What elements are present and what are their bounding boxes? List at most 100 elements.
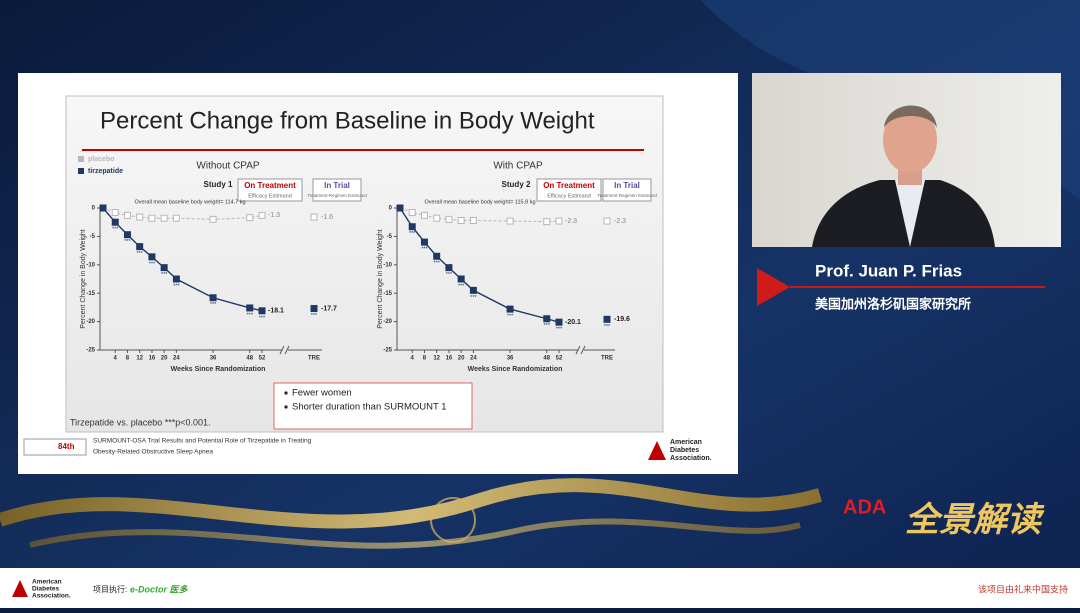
charts: placebo tirzepatide Without CPAP Study 1 On … [78,156,657,373]
placebo-point [469,216,477,224]
baseline-note: Overall mean baseline body weight= 114.7… [134,199,245,205]
baseline-note: Overall mean baseline body weight= 115.8… [424,199,535,205]
bullet: Shorter duration than SURMOUNT 1 [292,402,447,413]
producer: e-Doctor 医多 [130,584,189,594]
tirzepatide-point [457,275,465,283]
x-axis-label: Weeks Since Randomization [171,366,266,373]
logo-text: Association. [670,455,712,462]
x-tick-label: 24 [470,356,477,362]
placebo-point [172,214,180,222]
legend-swatch [78,168,84,174]
x-tick-label: 16 [446,356,453,362]
placebo-point [603,217,611,225]
placebo-point [433,214,441,222]
placebo-point [136,213,144,221]
placebo-point [506,217,514,225]
sponsor: 该项目由礼来中国支持 [978,583,1068,594]
significance-label: *** [136,251,143,257]
data-label: -18.1 [268,308,284,315]
footer-logo-text: American [32,579,62,586]
y-tick-label: -5 [90,234,96,240]
ferris-wheel [430,497,476,543]
tirzepatide-point [420,238,428,246]
x-tick-label: 48 [543,356,550,362]
estimand-box [237,178,303,202]
tirzepatide-point [160,264,168,272]
significance-label: *** [544,323,551,329]
badge-text: 84th [58,442,75,451]
bullet-box [273,382,473,430]
y-axis-label: Percent Change in Body Weight [377,229,384,329]
meeting-badge [23,438,87,456]
placebo-point [246,214,254,222]
footnote: Tirzepatide vs. placebo ***p<0.001. [70,417,211,427]
ada-logo-mark [648,441,666,460]
data-label: -2.3 [614,218,626,225]
data-label: -1.6 [321,214,333,221]
citation: SURMOUNT-OSA Trial Results and Potential… [93,438,312,445]
significance-label: *** [259,315,266,321]
significance-label: *** [433,261,440,267]
significance-label: *** [149,261,156,267]
significance-label: *** [470,295,477,301]
x-tick-label: 52 [556,356,563,362]
estimand-title: On Treatment [543,181,595,190]
data-label: -2.3 [565,218,577,225]
data-label: -17.7 [321,305,337,312]
tirzepatide-point [99,204,107,212]
axis-break [279,345,290,355]
footer-logo-text: Association. [32,593,71,600]
x-tick-label: 4 [411,356,415,362]
y-tick-label: -15 [86,291,95,297]
placebo-point [148,214,156,222]
x-tick-label: 36 [210,356,217,362]
significance-label: *** [556,327,563,333]
footer-logo-mark [12,580,28,597]
tirzepatide-point [209,294,217,302]
x-tick-label: 48 [246,356,253,362]
placebo-point [160,214,168,222]
footer [0,568,1080,608]
gold-swirl [29,518,801,549]
significance-label: *** [507,314,514,320]
footer-logo-text: Diabetes [32,586,59,593]
placebo-point [111,209,119,217]
branding-slogan: 全景解读 [905,501,1045,539]
slide-panel [65,95,664,433]
x-tick-label: 52 [259,356,266,362]
legend-label: placebo [88,156,114,163]
significance-label: *** [409,231,416,237]
placebo-point [445,215,453,223]
tirzepatide-point [396,204,404,212]
tirzepatide-point [408,223,416,231]
tirzepatide-line [102,207,263,312]
significance-label: *** [247,312,254,318]
placebo-point [258,211,266,219]
tirzepatide-point [123,231,131,239]
tirzepatide-point [506,305,514,313]
significance-label: *** [311,313,318,319]
placebo-point [543,218,551,226]
y-tick-label: -20 [86,319,95,325]
producer-label: 项目执行: [93,584,127,594]
estimand-subtitle: Efficacy Estimand [547,193,591,199]
axis-break [575,345,586,355]
y-tick-label: -25 [86,348,95,354]
estimand-box [536,178,602,202]
banner-arrow [757,268,790,306]
placebo-point [209,215,217,223]
x-tick-label: 16 [149,356,156,362]
legend-label: tirzepatide [88,168,123,175]
placebo-point [457,216,465,224]
citation: Obesity-Related Obstructive Sleep Apnea [93,449,213,456]
y-tick-label: 0 [389,206,393,212]
tirzepatide-point [543,315,551,323]
slide-title: Percent Change from Baseline in Body Wei… [100,107,595,134]
chart-heading: With CPAP [493,161,543,172]
y-axis-label: Percent Change in Body Weight [80,229,87,329]
tirzepatide-point [310,305,318,313]
speaker-affiliation: 美国加州洛杉矶国家研究所 [815,296,971,311]
tirzepatide-point [246,304,254,312]
placebo-line [102,207,263,220]
